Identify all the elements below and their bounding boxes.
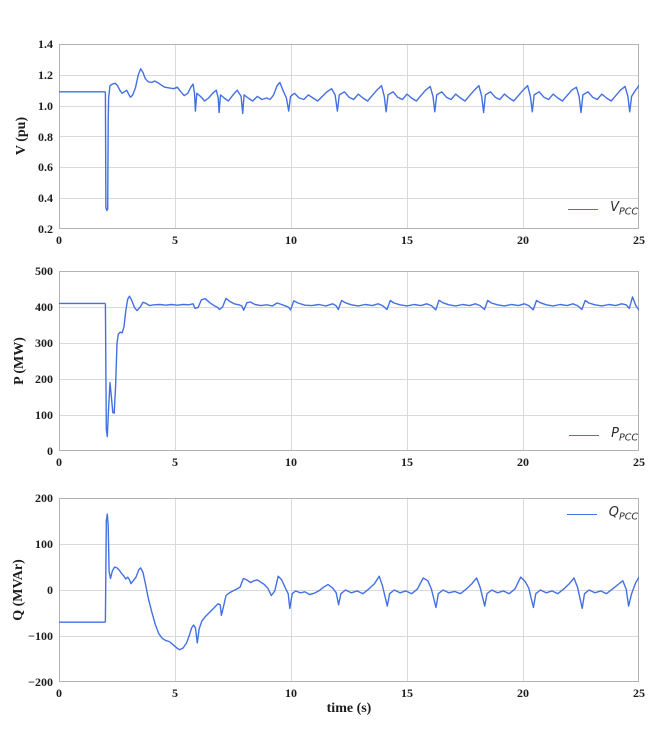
legend-subscript-v: PCC — [619, 206, 638, 218]
legend-subscript-p: PCC — [619, 432, 638, 444]
series-line-q_pcc — [59, 513, 639, 651]
legend-line-sample-q — [566, 513, 597, 515]
legend-subscript-q: PCC — [619, 511, 638, 523]
x-tick-label: 10 — [285, 455, 297, 469]
plot-frame — [59, 44, 639, 229]
legend-text-v: V — [610, 200, 619, 216]
y-tick-label: 300 — [35, 336, 53, 350]
y-tick-label: 1.4 — [38, 37, 53, 51]
legend-vpcc: VPCC — [568, 200, 638, 218]
x-tick-label: 0 — [56, 686, 62, 700]
y-tick-label: 0 — [47, 444, 53, 458]
series-line-p_pcc — [59, 295, 639, 438]
x-tick-label: 10 — [285, 233, 297, 247]
x-tick-label: 20 — [517, 686, 529, 700]
voltage-plot-area — [59, 44, 639, 229]
x-tick-label: 5 — [172, 233, 178, 247]
y-tick-label: 0 — [47, 583, 53, 597]
x-tick-label: 15 — [401, 233, 413, 247]
reactive-power-plot-area — [59, 498, 639, 682]
y-tick-label: 1.0 — [38, 98, 53, 113]
x-tick-label: 0 — [56, 233, 62, 247]
x-tick-label: 5 — [172, 455, 178, 469]
x-tick-label: 20 — [517, 233, 529, 247]
x-tick-label: 0 — [56, 455, 62, 469]
x-tick-label: 10 — [285, 686, 297, 700]
active-power-plot-area — [59, 271, 639, 451]
plot-frame — [59, 498, 639, 682]
x-tick-label: 20 — [517, 455, 529, 469]
plot-frame — [59, 271, 639, 451]
y-tick-label: 0.2 — [38, 222, 53, 236]
y-tick-label: 400 — [35, 300, 53, 314]
y-tick-label: 500 — [35, 264, 53, 278]
x-tick-label: 25 — [633, 233, 645, 247]
legend-label-qpcc: QPCC — [609, 505, 638, 523]
legend-line-sample-v — [568, 208, 599, 210]
y-tick-label: 100 — [35, 408, 53, 422]
legend-ppcc: PPCC — [569, 426, 638, 444]
legend-line-sample-p — [569, 434, 600, 436]
y-tick-label: 0.8 — [38, 129, 53, 144]
y-tick-label: 0.6 — [38, 160, 53, 175]
x-tick-label: 25 — [633, 686, 645, 700]
legend-label-vpcc: VPCC — [610, 200, 638, 218]
legend-label-ppcc: PPCC — [611, 426, 638, 444]
y-tick-label: 200 — [35, 372, 53, 386]
legend-text-q: Q — [608, 505, 619, 521]
y-tick-label: 100 — [35, 537, 53, 551]
series-line-v_pcc — [59, 68, 639, 212]
y-tick-label: −200 — [28, 675, 53, 689]
y-tick-label: −100 — [28, 629, 53, 643]
y-tick-label: 200 — [35, 491, 53, 505]
legend-qpcc: QPCC — [566, 505, 638, 523]
x-axis-label: time (s) — [326, 701, 372, 716]
y-tick-label: 0.4 — [38, 191, 53, 206]
y-tick-label: 1.2 — [38, 67, 53, 82]
x-tick-label: 5 — [172, 686, 178, 700]
x-tick-label: 15 — [401, 686, 413, 700]
x-tick-label: 25 — [633, 455, 645, 469]
x-tick-label: 15 — [401, 455, 413, 469]
legend-text-p: P — [611, 426, 619, 442]
